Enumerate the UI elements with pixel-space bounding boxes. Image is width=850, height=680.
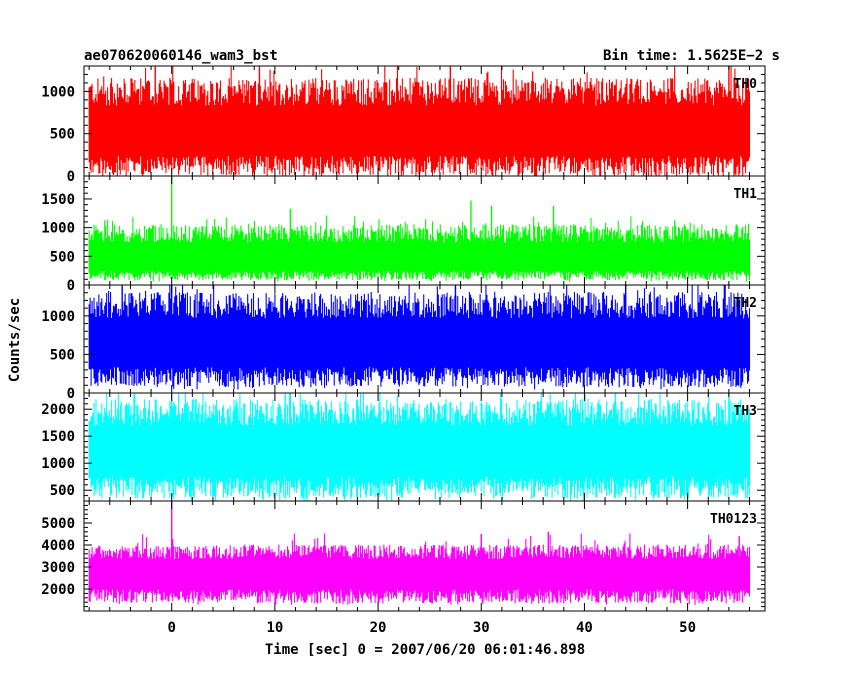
panel-th0123: 2000 3000 4000 5000 TH0123: [41, 500, 766, 612]
y-tick-label: 4000: [41, 538, 75, 554]
panel-th0: 0 500 1000 TH0: [41, 65, 766, 185]
panel-label-th3: TH3: [734, 404, 757, 419]
y-tick-label: 1000: [41, 84, 75, 100]
panel-th1: 0 500 1000 1500 TH1: [41, 175, 766, 294]
series-th3-core: [89, 428, 750, 475]
y-tick-label: 0: [67, 386, 75, 402]
y-tick-label: 0: [67, 169, 75, 185]
panel-th3: 500 1000 1500 2000 TH3: [41, 392, 766, 502]
panel-label-th2: TH2: [734, 296, 757, 311]
x-tick-label: 0: [167, 620, 175, 636]
y-tick-label: 0: [67, 278, 75, 294]
y-tick-label: 1500: [41, 192, 75, 208]
y-tick-label: 3000: [41, 560, 75, 576]
y-tick-label: 500: [50, 347, 75, 363]
x-tick-label: 40: [576, 620, 593, 636]
panel-frame: [83, 500, 766, 612]
panel-label-th0123: TH0123: [710, 512, 757, 527]
panel-label-th0: TH0: [734, 77, 758, 92]
y-tick-label: 1000: [41, 309, 75, 325]
panel-th2: 0 500 1000 TH2: [41, 284, 766, 402]
x-tick-label: 50: [679, 620, 696, 636]
series-th0123-core: [89, 560, 750, 588]
y-tick-label: 2000: [41, 402, 75, 418]
series-th1-core: [89, 244, 750, 271]
y-tick-label: 5000: [41, 516, 75, 532]
y-tick-label: 500: [50, 249, 75, 265]
y-tick-label: 1000: [41, 456, 75, 472]
series-th0-core: [89, 108, 750, 154]
y-tick-label: 2000: [41, 582, 75, 598]
x-tick-label: 10: [266, 620, 283, 636]
panel-label-th1: TH1: [734, 187, 758, 202]
x-tick-label: 30: [473, 620, 490, 636]
y-tick-label: 500: [50, 127, 75, 143]
chart-title: ae070620060146_wam3_bst: [84, 48, 278, 64]
y-tick-label: 500: [50, 483, 75, 499]
bin-time-label: Bin time: 1.5625E−2 s: [603, 48, 780, 64]
x-tick-label: 20: [370, 620, 387, 636]
y-tick-label: 1500: [41, 429, 75, 445]
series-th2-core: [89, 320, 750, 366]
x-axis-label: Time [sec] 0 = 2007/06/20 06:01:46.898: [265, 642, 585, 658]
y-axis-label: Counts/sec: [7, 298, 23, 382]
y-tick-label: 1000: [41, 221, 75, 237]
